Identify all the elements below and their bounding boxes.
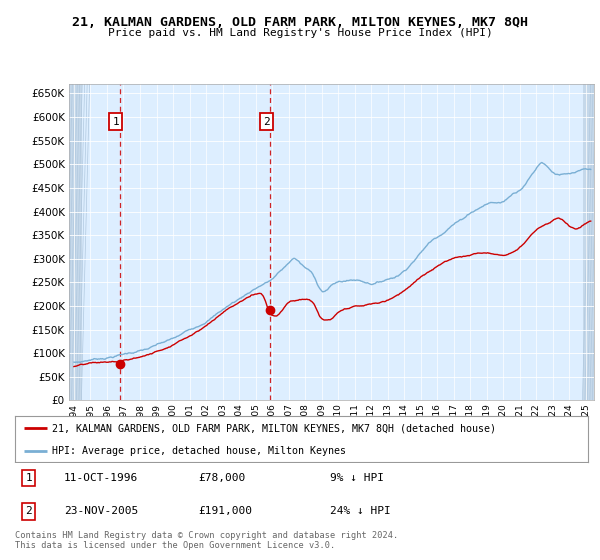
Bar <box>583 84 600 400</box>
Text: 1: 1 <box>25 473 32 483</box>
Text: 2: 2 <box>25 506 32 516</box>
Text: 9% ↓ HPI: 9% ↓ HPI <box>330 473 384 483</box>
Text: 24% ↓ HPI: 24% ↓ HPI <box>330 506 391 516</box>
Text: £78,000: £78,000 <box>199 473 245 483</box>
Text: 11-OCT-1996: 11-OCT-1996 <box>64 473 138 483</box>
Text: 2: 2 <box>263 117 269 127</box>
Text: Price paid vs. HM Land Registry's House Price Index (HPI): Price paid vs. HM Land Registry's House … <box>107 28 493 38</box>
Text: 21, KALMAN GARDENS, OLD FARM PARK, MILTON KEYNES, MK7 8QH: 21, KALMAN GARDENS, OLD FARM PARK, MILTO… <box>72 16 528 29</box>
Text: 1: 1 <box>112 117 119 127</box>
Text: Contains HM Land Registry data © Crown copyright and database right 2024.
This d: Contains HM Land Registry data © Crown c… <box>15 531 398 550</box>
Text: 23-NOV-2005: 23-NOV-2005 <box>64 506 138 516</box>
Text: HPI: Average price, detached house, Milton Keynes: HPI: Average price, detached house, Milt… <box>52 446 346 455</box>
Bar <box>69 84 82 400</box>
Text: 21, KALMAN GARDENS, OLD FARM PARK, MILTON KEYNES, MK7 8QH (detached house): 21, KALMAN GARDENS, OLD FARM PARK, MILTO… <box>52 423 496 433</box>
Text: £191,000: £191,000 <box>199 506 253 516</box>
